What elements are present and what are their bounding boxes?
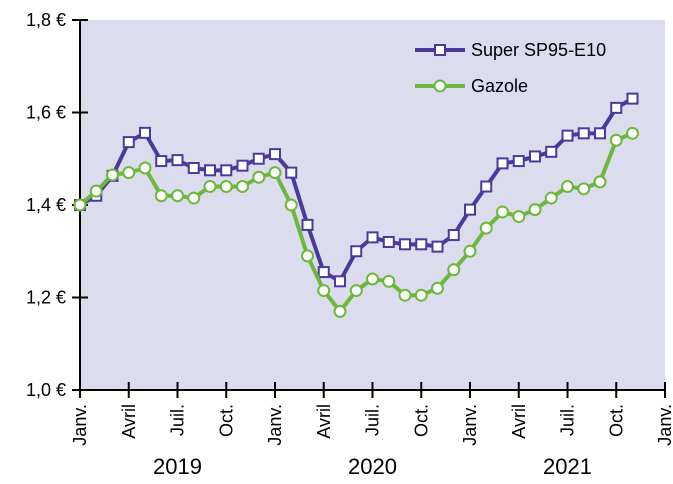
data-point (334, 275, 346, 288)
x-tick-label: Janv. (265, 404, 285, 446)
x-tick-label: Avril (119, 404, 139, 439)
data-point (447, 229, 460, 242)
data-point (122, 136, 135, 149)
year-label: 2020 (348, 454, 397, 479)
data-point (594, 127, 606, 140)
data-point (415, 238, 428, 251)
data-point (577, 127, 590, 140)
x-tick-label: Oct. (216, 404, 236, 437)
x-tick-label: Oct. (606, 404, 626, 437)
y-tick-label: 1,0 € (26, 380, 66, 400)
plot-area (80, 20, 665, 390)
data-point (138, 161, 152, 175)
data-point (496, 157, 509, 170)
data-point (610, 101, 623, 114)
data-point (593, 175, 607, 189)
data-point (512, 155, 525, 168)
data-point (512, 210, 526, 224)
data-point (366, 231, 379, 244)
data-point (350, 245, 363, 258)
x-tick-label: Juil. (363, 404, 383, 436)
data-point (382, 236, 395, 248)
legend-marker (433, 79, 447, 93)
data-point (479, 221, 493, 235)
data-point (349, 284, 363, 298)
data-point (398, 288, 412, 302)
data-point (301, 249, 314, 263)
y-tick-label: 1,6 € (26, 103, 66, 123)
data-point (252, 152, 265, 165)
legend-marker (434, 44, 446, 56)
x-tick-label: Janv. (460, 404, 480, 446)
data-point (626, 126, 639, 140)
data-point (285, 166, 298, 179)
data-point (464, 203, 476, 216)
year-label: 2019 (153, 454, 202, 479)
data-point (366, 272, 379, 286)
data-point (139, 126, 151, 139)
data-point (626, 92, 639, 105)
data-point (220, 164, 233, 177)
data-point (187, 162, 200, 174)
x-tick-label: Oct. (411, 404, 431, 437)
data-point (528, 203, 542, 217)
data-point (609, 133, 623, 147)
data-point (236, 159, 249, 172)
data-point (447, 263, 461, 277)
data-point (122, 166, 136, 180)
data-point (382, 274, 396, 288)
legend-label: Gazole (471, 76, 528, 96)
data-point (219, 180, 233, 193)
data-point (268, 166, 282, 180)
data-point (171, 154, 184, 167)
y-tick-label: 1,8 € (26, 10, 66, 30)
year-label: 2021 (543, 454, 592, 479)
data-point (106, 168, 119, 182)
data-point (431, 240, 444, 253)
x-tick-label: Janv. (655, 404, 673, 446)
data-point (480, 180, 493, 193)
data-point (561, 129, 574, 142)
data-point (89, 184, 103, 198)
data-point (155, 155, 168, 168)
data-point (203, 180, 217, 193)
data-point (301, 218, 314, 231)
data-point (284, 198, 298, 212)
legend-label: Super SP95-E10 (471, 40, 606, 60)
x-tick-label: Juil. (168, 404, 188, 436)
data-point (269, 148, 281, 161)
data-point (317, 266, 330, 279)
data-point (73, 198, 87, 212)
data-point (154, 189, 168, 203)
data-point (252, 170, 266, 184)
y-tick-label: 1,4 € (26, 195, 66, 215)
data-point (414, 288, 428, 302)
data-point (204, 164, 216, 177)
data-point (399, 238, 411, 251)
x-tick-label: Janv. (70, 404, 90, 446)
data-point (431, 281, 444, 295)
data-point (544, 191, 558, 205)
data-point (561, 180, 574, 193)
data-point (236, 180, 249, 193)
data-point (187, 191, 201, 205)
x-tick-label: Avril (509, 404, 529, 439)
data-point (577, 182, 591, 196)
data-point (333, 304, 347, 318)
y-tick-label: 1,2 € (26, 288, 66, 308)
data-point (529, 150, 541, 163)
data-point (171, 189, 184, 203)
x-tick-label: Avril (314, 404, 334, 439)
data-point (496, 205, 509, 219)
data-point (545, 145, 558, 158)
x-tick-label: Juil. (558, 404, 578, 436)
data-point (317, 284, 331, 298)
data-point (463, 244, 477, 258)
